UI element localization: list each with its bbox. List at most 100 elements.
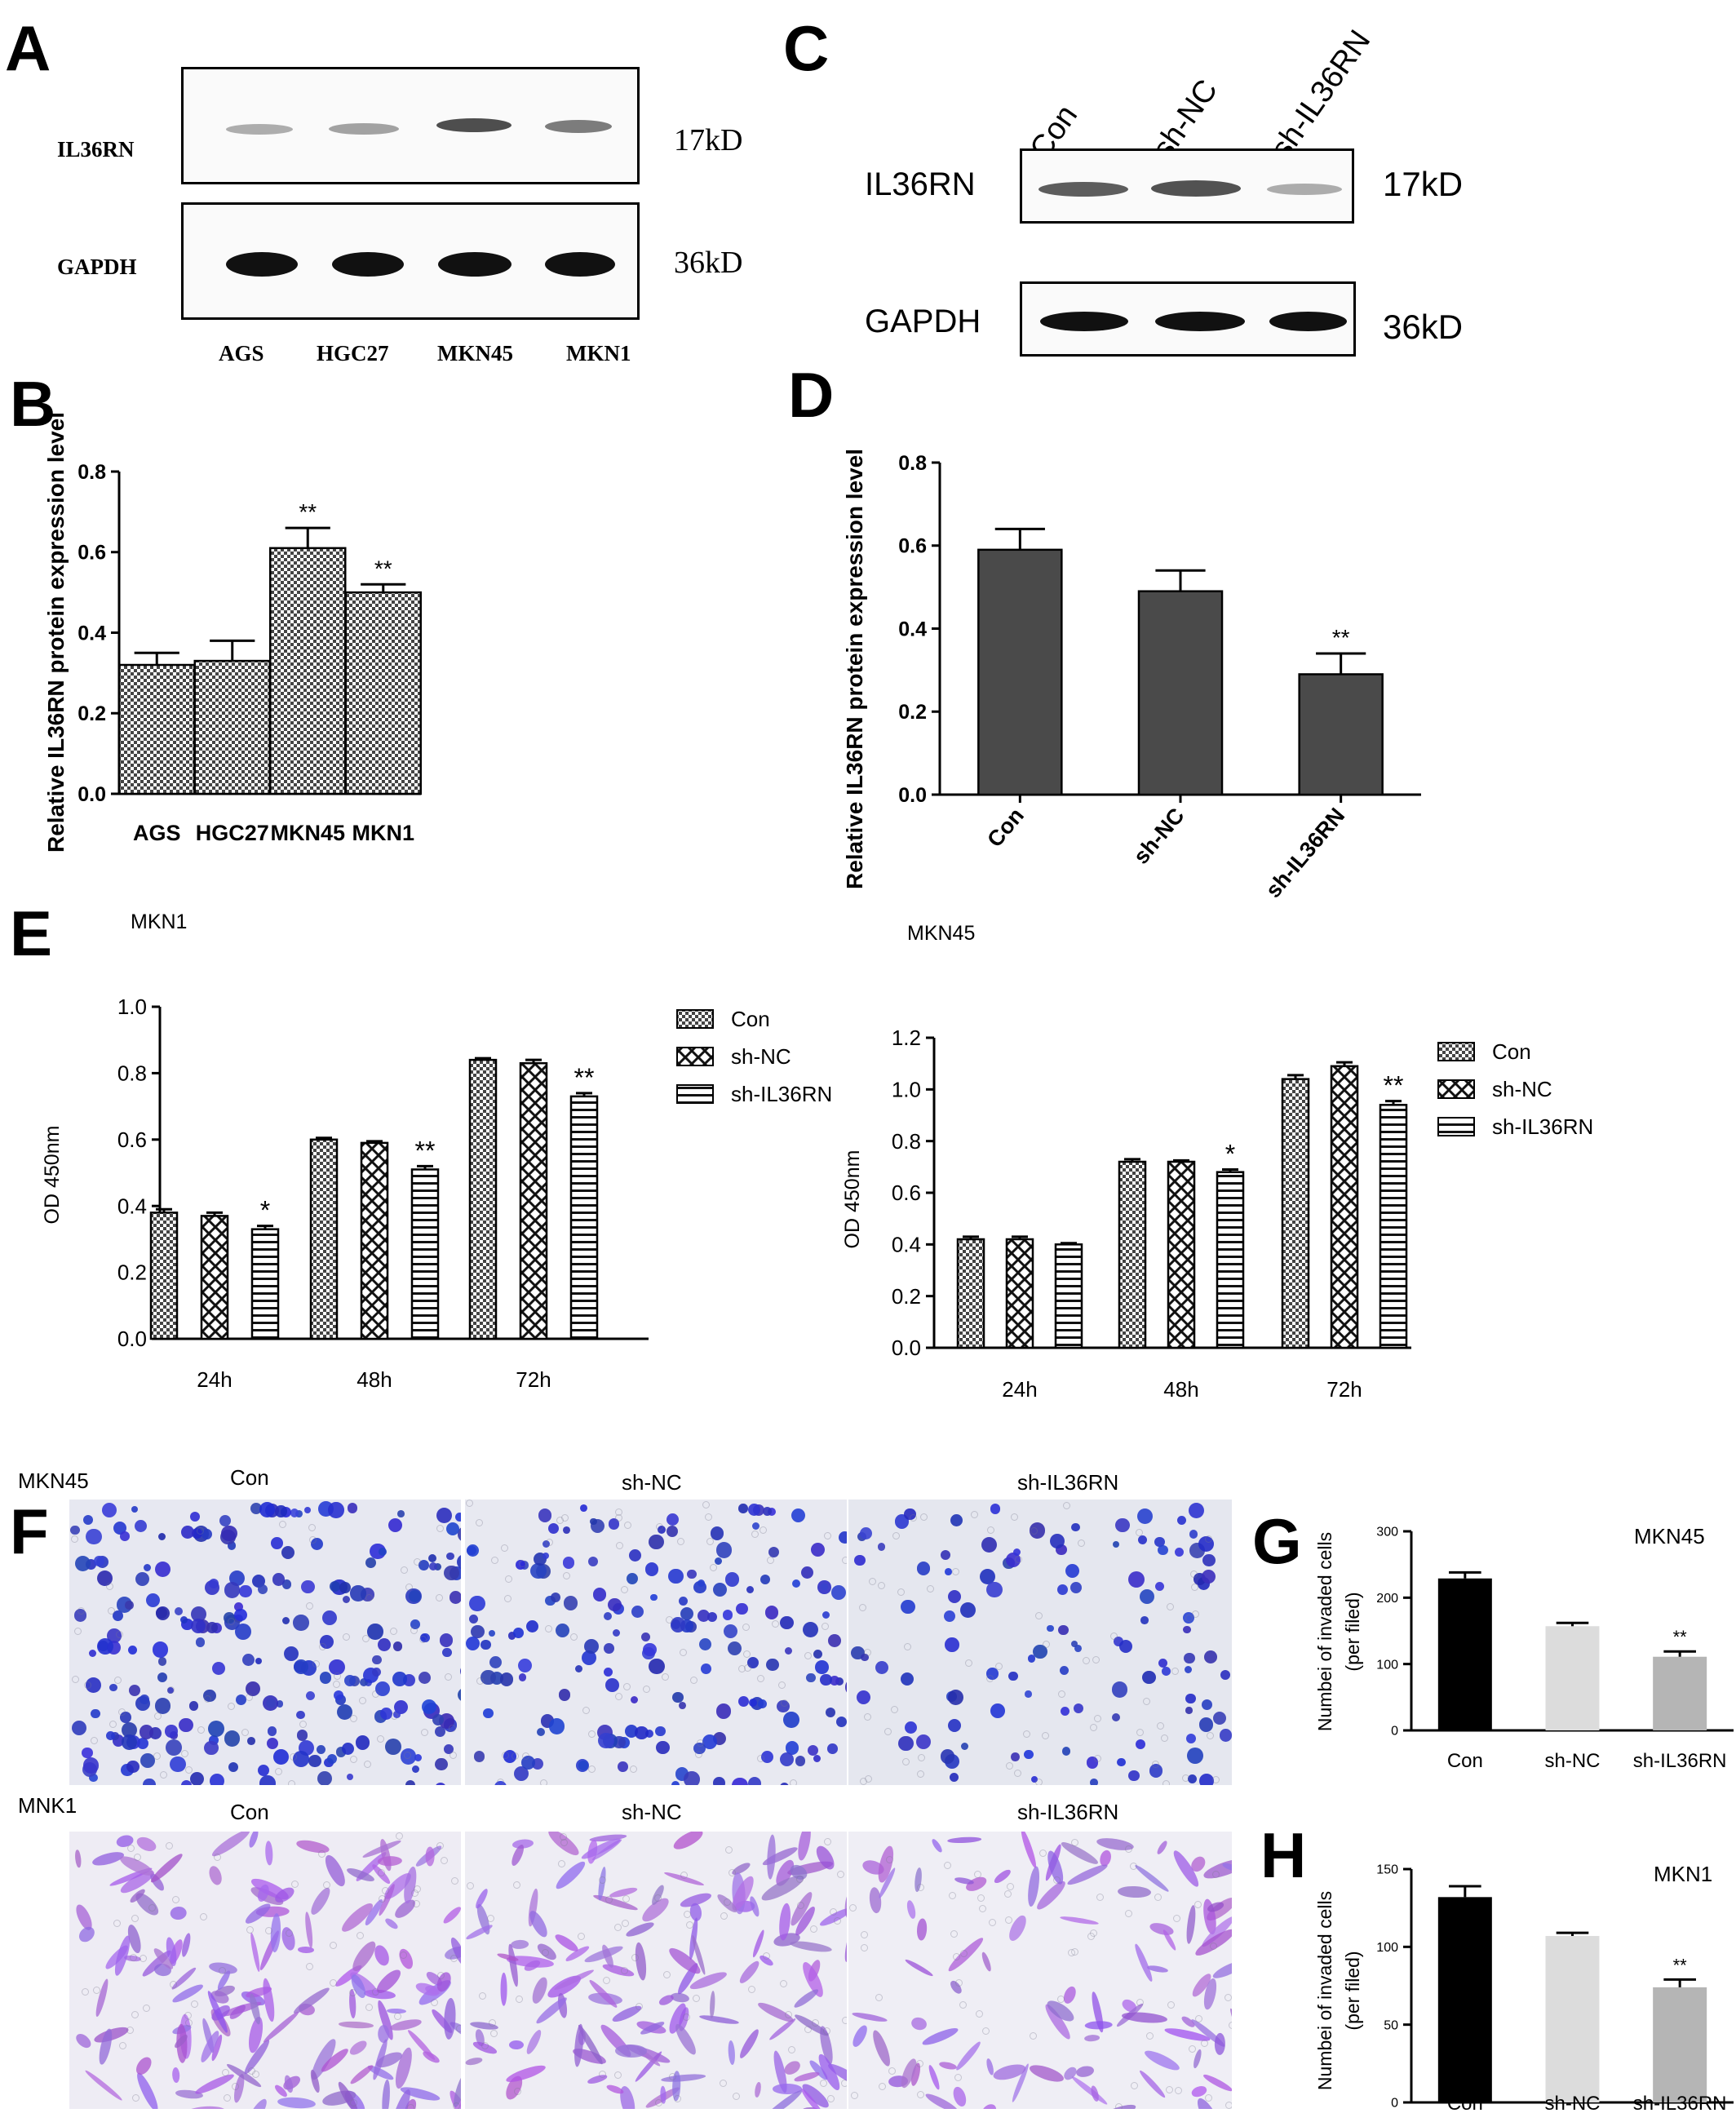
membrane-pore bbox=[837, 1871, 845, 1878]
stained-cell bbox=[276, 1700, 284, 1708]
membrane-pore bbox=[410, 1626, 418, 1634]
membrane-pore bbox=[759, 1526, 767, 1534]
chart-e-mkn1-bar bbox=[410, 1168, 440, 1340]
stained-cell bbox=[317, 1770, 332, 1785]
membrane-pore bbox=[615, 1541, 623, 1549]
stained-cell bbox=[618, 1761, 629, 1772]
stained-cell bbox=[954, 2040, 983, 2072]
membrane-pore bbox=[1162, 1779, 1170, 1785]
stained-cell bbox=[190, 1512, 201, 1522]
membrane-pore bbox=[1057, 1996, 1065, 2003]
stained-cell bbox=[580, 1504, 588, 1513]
stained-cell bbox=[372, 1667, 382, 1677]
membrane-pore bbox=[1053, 1876, 1061, 1884]
membrane-pore bbox=[578, 1933, 586, 1941]
membrane-pore bbox=[1224, 2102, 1232, 2109]
membrane-pore bbox=[621, 1586, 629, 1593]
membrane-pore bbox=[450, 1955, 458, 1963]
membrane-pore bbox=[142, 2004, 150, 2012]
stained-cell bbox=[1184, 1652, 1195, 1664]
membrane-pore bbox=[1042, 1640, 1050, 1648]
membrane-pore bbox=[1125, 1845, 1133, 1853]
stained-cell bbox=[1065, 1564, 1080, 1579]
panel-label-e: E bbox=[10, 897, 53, 969]
membrane-pore bbox=[489, 2019, 497, 2027]
band bbox=[438, 252, 512, 277]
membrane-pore bbox=[683, 1910, 691, 1918]
stained-cell bbox=[687, 1569, 697, 1579]
membrane-pore bbox=[1110, 1632, 1118, 1640]
stained-cell bbox=[698, 1579, 706, 1588]
membrane-pore bbox=[342, 1632, 350, 1641]
stained-cell bbox=[838, 1531, 847, 1544]
stained-cell bbox=[780, 1615, 794, 1630]
stained-cell bbox=[245, 1681, 260, 1697]
membrane-pore bbox=[159, 1770, 167, 1779]
stained-cell bbox=[255, 1658, 263, 1665]
membrane-pore bbox=[986, 1526, 994, 1535]
f-row-label-mkn45: MKN45 bbox=[18, 1469, 89, 1493]
stained-cell bbox=[549, 1718, 565, 1734]
membrane-pore bbox=[636, 2002, 644, 2010]
stained-cell bbox=[529, 1975, 551, 2005]
membrane-pore bbox=[436, 1842, 445, 1850]
membrane-pore bbox=[901, 1757, 910, 1765]
stained-cell bbox=[157, 1533, 166, 1541]
stained-cell bbox=[154, 1698, 171, 1714]
stained-cell bbox=[1019, 1832, 1039, 1869]
membrane-pore bbox=[1006, 1761, 1014, 1770]
stained-cell bbox=[1059, 1839, 1100, 1867]
stained-cell bbox=[813, 1755, 822, 1763]
stained-cell bbox=[916, 1918, 928, 1941]
stained-cell bbox=[905, 1721, 918, 1734]
chart-e-mkn1-y-label: OD 450nm bbox=[41, 1126, 64, 1225]
membrane-pore bbox=[291, 1881, 299, 1889]
stained-cell bbox=[446, 1552, 454, 1561]
stained-cell bbox=[1154, 1536, 1166, 1548]
stained-cell bbox=[228, 1761, 239, 1772]
stained-cell bbox=[649, 1658, 665, 1675]
stained-cell bbox=[634, 1726, 649, 1740]
membrane-pore bbox=[748, 1986, 756, 1994]
panel-label-c: C bbox=[783, 12, 830, 84]
membrane-pore bbox=[299, 1721, 308, 1729]
membrane-pore bbox=[622, 1920, 630, 1928]
chart-d-bar bbox=[977, 548, 1063, 796]
stained-cell bbox=[181, 1779, 193, 1785]
stained-cell bbox=[1089, 2084, 1100, 2102]
membrane-pore bbox=[329, 1942, 337, 1950]
membrane-pore bbox=[623, 1521, 631, 1529]
membrane-pore bbox=[804, 1651, 812, 1659]
membrane-pore bbox=[676, 1537, 684, 1545]
membrane-pore bbox=[184, 2011, 193, 2019]
stained-cell bbox=[542, 1552, 550, 1559]
membrane-pore bbox=[795, 1875, 804, 1883]
stained-cell bbox=[524, 2027, 544, 2056]
membrane-pore bbox=[1194, 1900, 1202, 1908]
chart-e-mkn45-bar bbox=[1281, 1078, 1310, 1349]
stained-cell bbox=[785, 1646, 793, 1655]
blot-a-lane-mkn45: MKN45 bbox=[437, 341, 513, 365]
stained-cell bbox=[1008, 1671, 1018, 1681]
stained-cell bbox=[193, 2071, 236, 2097]
membrane-pore bbox=[766, 1556, 774, 1564]
chart-e-mkn45-legend-swatch bbox=[1437, 1117, 1475, 1136]
membrane-pore bbox=[1007, 1883, 1014, 1891]
membrane-pore bbox=[91, 1736, 99, 1744]
stained-cell bbox=[1184, 1666, 1192, 1674]
membrane-pore bbox=[780, 1980, 788, 1988]
f-col-label-sh-il36rn: sh-IL36RN bbox=[1017, 1470, 1119, 1495]
membrane-pore bbox=[305, 1601, 313, 1610]
stained-cell bbox=[392, 1641, 403, 1651]
membrane-pore bbox=[840, 2079, 847, 2087]
stained-cell bbox=[550, 1592, 561, 1602]
membrane-pore bbox=[654, 1894, 662, 1902]
membrane-pore bbox=[139, 1955, 147, 1963]
micrograph-mkn45-sh-nc bbox=[465, 1500, 847, 1785]
blot-a-row-label-gapdh: GAPDH bbox=[57, 255, 137, 279]
stained-cell bbox=[465, 1636, 480, 1650]
membrane-pore bbox=[306, 1962, 314, 1970]
stained-cell bbox=[656, 1740, 671, 1755]
stained-cell bbox=[614, 2044, 647, 2058]
chart-e-mkn1-significance: ** bbox=[574, 1063, 595, 1092]
